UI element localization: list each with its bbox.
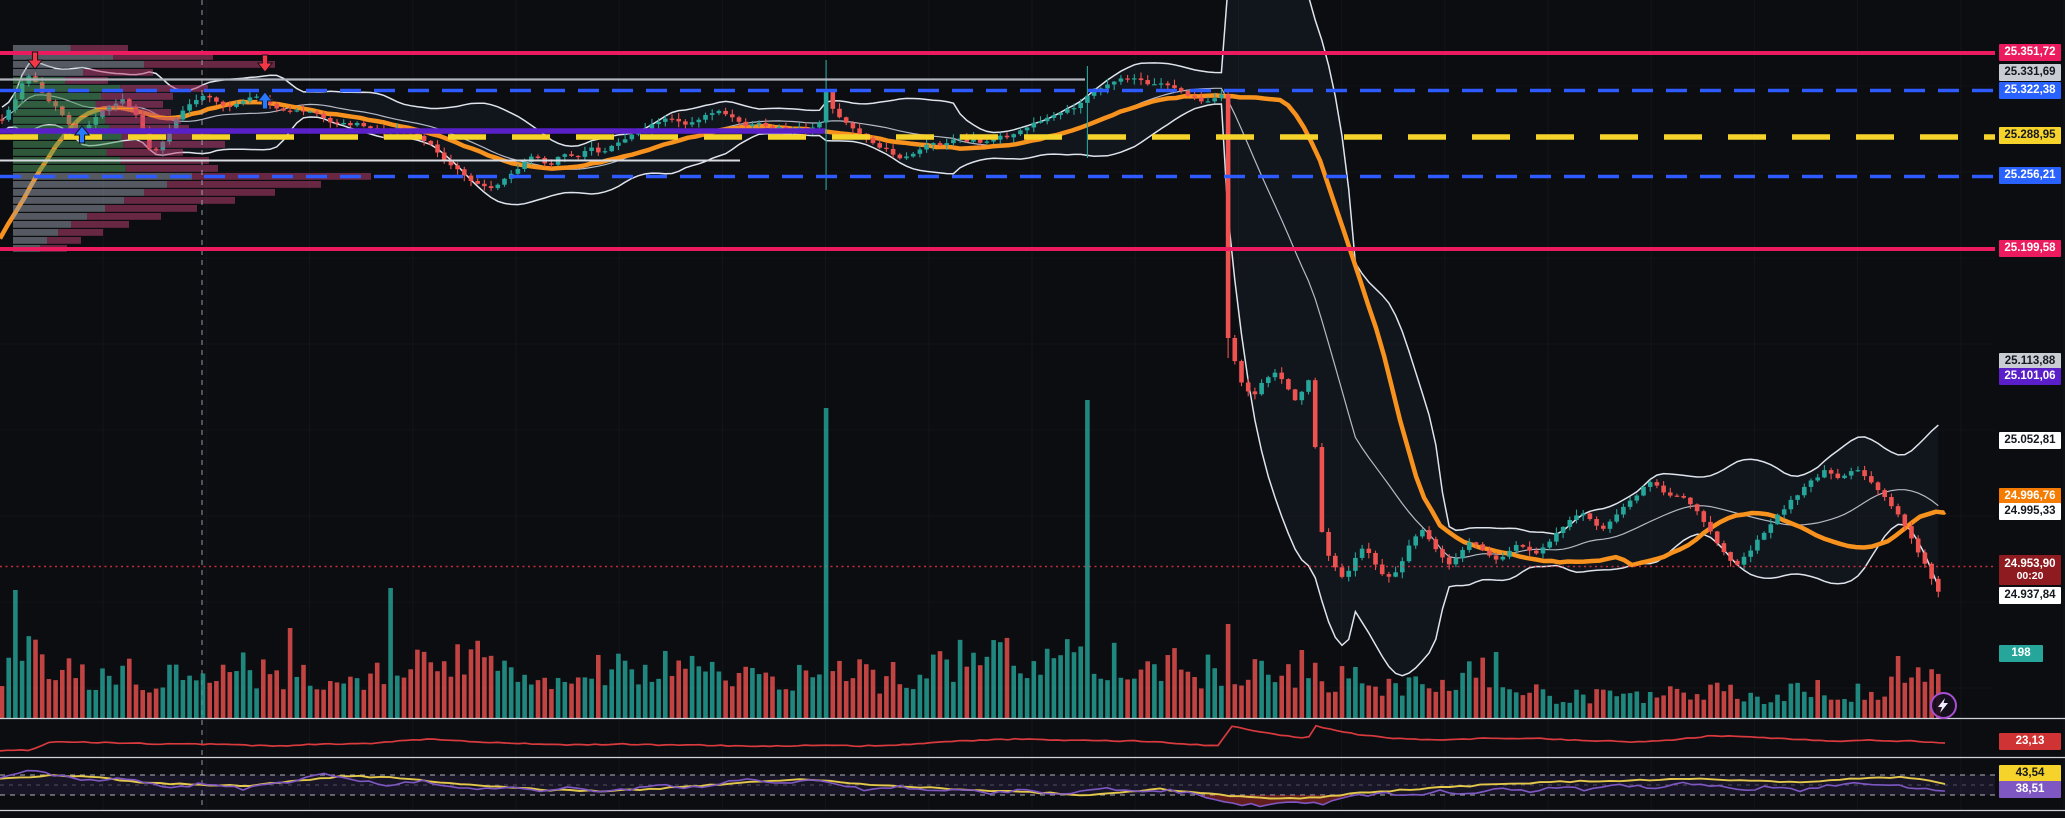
lightning-button[interactable]: [1930, 692, 1957, 719]
lightning-icon: [1938, 698, 1948, 713]
